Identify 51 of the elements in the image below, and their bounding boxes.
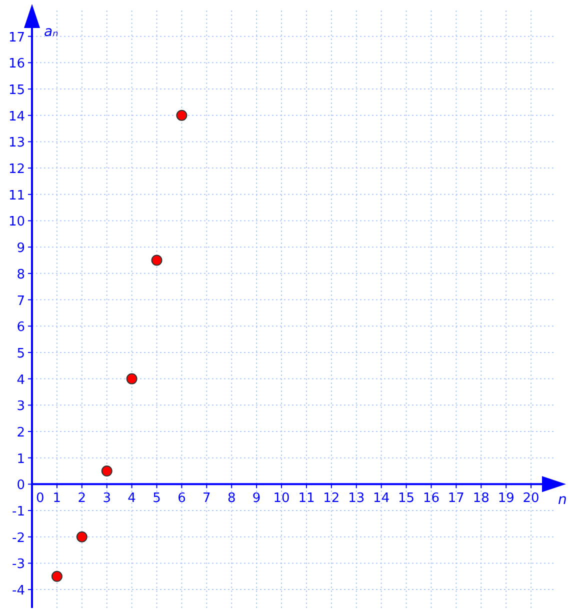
y-tick-label: -4 [12,584,25,599]
y-tick-label: 6 [16,320,25,336]
y-tick-label: 9 [16,241,25,256]
point [176,110,188,121]
y-tick-label: -2 [12,530,25,546]
x-tick-label: 12 [323,491,340,506]
point [51,570,62,582]
x-tick-label: 17 [448,491,464,506]
x-tick-label: 3 [102,491,111,506]
x-tick-label: 2 [78,491,86,506]
x-tick-label: 10 [273,491,290,506]
x-tick-label: 11 [298,491,315,506]
point [76,531,88,542]
x-tick-label: 14 [373,491,390,506]
point [126,373,138,384]
y-tick-label: 2 [16,426,25,440]
x-tick-label: 18 [472,491,490,506]
x-tick-label: 9 [252,491,261,506]
point [101,466,112,477]
x-tick-label: 7 [202,491,211,506]
x-tick-label: 4 [128,491,136,506]
x-tick-label: 1 [52,491,62,506]
y-tick-label: 4 [16,372,25,388]
y-tick-label: 10 [8,214,25,230]
y-tick-label: 8 [16,267,25,282]
x-tick-label: 15 [398,491,415,506]
x-tick-label: 16 [422,491,440,506]
x-tick-label: 8 [227,491,236,506]
y-tick-label: 17 [8,30,25,46]
x-tick-label: 0 [36,491,44,506]
y-tick-label: 5 [16,346,25,362]
y-tick-label: 11 [8,188,25,204]
y-tick-label: 1 [16,452,25,467]
x-tick-label: 13 [348,491,365,506]
y-tick-label: 15 [8,83,25,98]
x-tick-label: 6 [178,491,186,506]
point [151,254,162,266]
y-tick-label: 12 [8,162,25,178]
x-tick-label: 5 [152,491,161,506]
x-tick-label: 20 [522,491,540,506]
y-tick-label: 0 [16,478,25,494]
y-tick-label: 13 [8,136,25,151]
x-axis-title: n [558,492,567,508]
y-tick-label: -1 [12,504,25,520]
y-tick-label: 16 [8,56,25,72]
y-tick-label: 7 [16,294,25,309]
y-tick-label: 14 [8,109,25,124]
y-tick-label: 3 [16,399,25,414]
y-axis-title: aₙ [44,24,59,40]
y-tick-label: -3 [12,557,25,572]
x-tick-label: 19 [498,491,514,506]
